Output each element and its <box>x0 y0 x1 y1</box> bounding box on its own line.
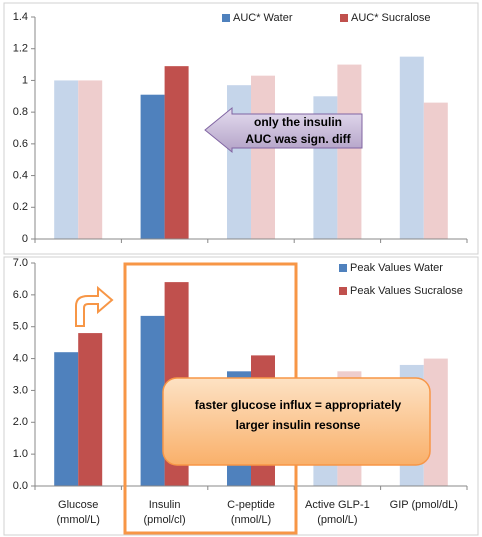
legend-label: AUC* Water <box>233 12 293 24</box>
bar <box>399 56 424 240</box>
legend-swatch <box>222 14 230 22</box>
bar <box>423 102 448 239</box>
legend-swatch <box>339 287 347 295</box>
x-tick-label: GIP (pmol/dL) <box>390 499 458 511</box>
x-tick-label: (pmol/cl) <box>144 514 186 526</box>
callout-arrow <box>204 106 363 154</box>
y-tick-label: 0.0 <box>13 480 28 492</box>
y-tick-label: 0 <box>22 233 28 245</box>
legend-label: Peak Values Sucralose <box>350 285 463 297</box>
callout-box <box>162 377 431 466</box>
y-tick-label: 0.4 <box>13 169 28 181</box>
annotation: AUC was sign. diff <box>245 132 351 146</box>
bar <box>337 64 362 239</box>
x-tick-label: Insulin <box>149 499 181 511</box>
bar <box>140 94 165 239</box>
bar <box>164 66 189 240</box>
x-tick-label: Active GLP-1 <box>305 499 370 511</box>
y-tick-label: 1.2 <box>13 43 28 55</box>
x-tick-label: (pmol/L) <box>317 514 357 526</box>
bar <box>140 315 165 486</box>
y-tick-label: 1 <box>22 74 28 86</box>
curved-arrow <box>75 285 114 327</box>
y-tick-label: 0.2 <box>13 201 28 213</box>
legend-label: Peak Values Water <box>350 262 443 274</box>
y-tick-label: 1.0 <box>13 448 28 460</box>
y-tick-label: 0.8 <box>13 106 28 118</box>
x-tick-label: (nmol/L) <box>231 514 271 526</box>
legend-label: AUC* Sucralose <box>351 12 430 24</box>
panel-bottom <box>3 256 479 536</box>
annotation: larger insulin resonse <box>236 418 361 432</box>
bar <box>54 80 79 239</box>
bar <box>54 352 79 486</box>
annotation: only the insulin <box>254 115 342 129</box>
y-tick-label: 4.0 <box>13 352 28 364</box>
bar <box>78 80 103 239</box>
y-tick-label: 5.0 <box>13 321 28 333</box>
bar <box>78 333 103 486</box>
legend-swatch <box>339 264 347 272</box>
x-tick-label: C-peptide <box>227 499 275 511</box>
annotation: faster glucose influx = appropriately <box>195 398 402 412</box>
y-tick-label: 7.0 <box>13 257 28 269</box>
y-tick-label: 0.6 <box>13 138 28 150</box>
bar <box>251 75 275 240</box>
y-tick-label: 3.0 <box>13 384 28 396</box>
legend-swatch <box>340 14 348 22</box>
y-tick-label: 1.4 <box>13 11 28 23</box>
x-tick-label: (mmol/L) <box>57 514 100 526</box>
y-tick-label: 2.0 <box>13 416 28 428</box>
bar <box>227 85 251 239</box>
x-tick-label: Glucose <box>58 499 98 511</box>
panel-top <box>3 2 479 255</box>
y-tick-label: 6.0 <box>13 289 28 301</box>
